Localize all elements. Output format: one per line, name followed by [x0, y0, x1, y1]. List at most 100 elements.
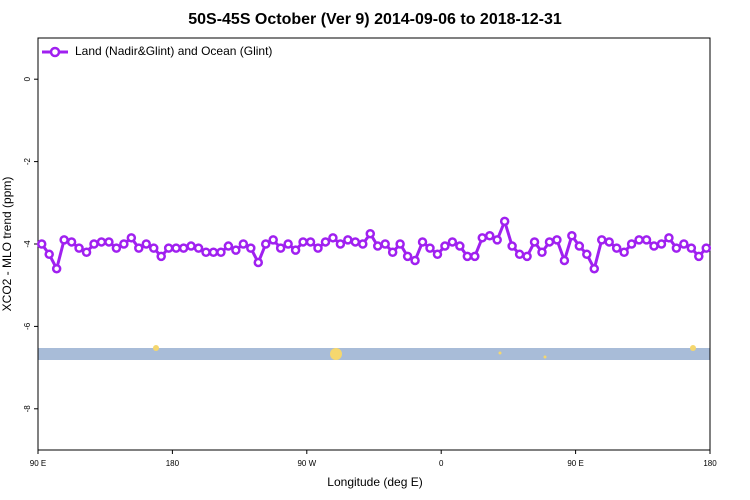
point	[216, 247, 226, 257]
point	[574, 241, 585, 251]
point	[402, 251, 413, 262]
point	[298, 237, 308, 247]
point	[268, 235, 278, 245]
point	[507, 241, 517, 251]
strip-band	[38, 348, 710, 360]
point	[141, 239, 152, 249]
point	[372, 241, 383, 251]
surface-strip	[38, 345, 710, 360]
point	[559, 255, 570, 266]
point	[671, 243, 682, 253]
chart-title: 50S-45S October (Ver 9) 2014-09-06 to 20…	[188, 11, 562, 28]
x-tick-label: 180	[166, 459, 180, 468]
y-tick-label: 0	[23, 76, 32, 81]
point	[186, 241, 196, 251]
point	[260, 239, 271, 249]
point	[208, 247, 219, 257]
point	[104, 237, 114, 247]
point	[596, 235, 607, 245]
point	[492, 235, 502, 245]
point	[59, 235, 69, 245]
point	[447, 237, 458, 247]
point	[148, 243, 159, 253]
point	[477, 233, 488, 243]
point	[499, 216, 510, 227]
strip-spot	[330, 348, 342, 360]
point	[156, 251, 166, 262]
point	[119, 239, 129, 249]
point	[649, 241, 659, 251]
point	[238, 239, 249, 249]
point	[529, 237, 540, 247]
point	[694, 251, 704, 262]
point	[686, 243, 697, 253]
point	[552, 235, 562, 245]
point	[246, 243, 256, 253]
point	[701, 243, 712, 253]
x-tick-label: 90 E	[567, 459, 583, 468]
point	[380, 239, 390, 249]
point	[634, 235, 644, 245]
point	[514, 249, 525, 260]
point	[626, 239, 637, 249]
point	[589, 263, 600, 274]
point	[51, 263, 62, 274]
x-tick-label: 0	[439, 459, 444, 468]
point	[462, 251, 473, 262]
y-axis-label: XCO2 - MLO trend (ppm)	[0, 177, 14, 312]
point	[365, 228, 376, 239]
point	[582, 249, 592, 260]
strip-spot	[153, 345, 159, 351]
point	[171, 243, 181, 253]
legend-marker	[49, 46, 61, 58]
point	[178, 243, 189, 253]
point	[350, 237, 361, 247]
point	[201, 247, 211, 257]
point	[343, 235, 353, 245]
point	[223, 241, 234, 251]
point	[328, 233, 338, 243]
point	[335, 239, 346, 249]
strip-spot	[690, 345, 696, 351]
point	[126, 233, 137, 243]
point	[89, 239, 99, 249]
point	[74, 243, 84, 253]
point	[358, 239, 368, 249]
y-tick-label: -4	[23, 240, 32, 248]
point	[387, 247, 398, 257]
point	[440, 241, 450, 251]
strip-spot	[498, 351, 502, 355]
point	[81, 247, 92, 257]
x-tick-label: 180	[703, 459, 717, 468]
point	[163, 243, 174, 253]
point	[611, 243, 622, 253]
point	[432, 249, 443, 260]
x-axis-label: Longitude (deg E)	[327, 475, 422, 489]
point	[111, 243, 122, 253]
y-tick-label: -6	[23, 322, 32, 330]
point	[275, 243, 286, 253]
point	[36, 239, 47, 249]
point	[604, 237, 614, 247]
x-tick-label: 90 E	[30, 459, 46, 468]
point	[283, 239, 293, 249]
point	[522, 251, 532, 262]
point	[619, 247, 629, 257]
point	[544, 237, 555, 247]
point	[320, 237, 331, 247]
point	[425, 243, 435, 253]
strip-spot	[543, 355, 547, 359]
point	[679, 239, 689, 249]
point	[395, 239, 405, 249]
point	[470, 251, 480, 262]
x-tick-label: 90 W	[297, 459, 316, 468]
point	[193, 243, 204, 253]
point	[417, 237, 428, 247]
legend-label: Land (Nadir&Glint) and Ocean (Glint)	[75, 44, 272, 58]
point	[66, 237, 77, 247]
y-tick-label: -8	[23, 405, 32, 413]
point	[253, 257, 264, 268]
point	[455, 241, 465, 251]
y-tick-label: -2	[23, 157, 32, 165]
